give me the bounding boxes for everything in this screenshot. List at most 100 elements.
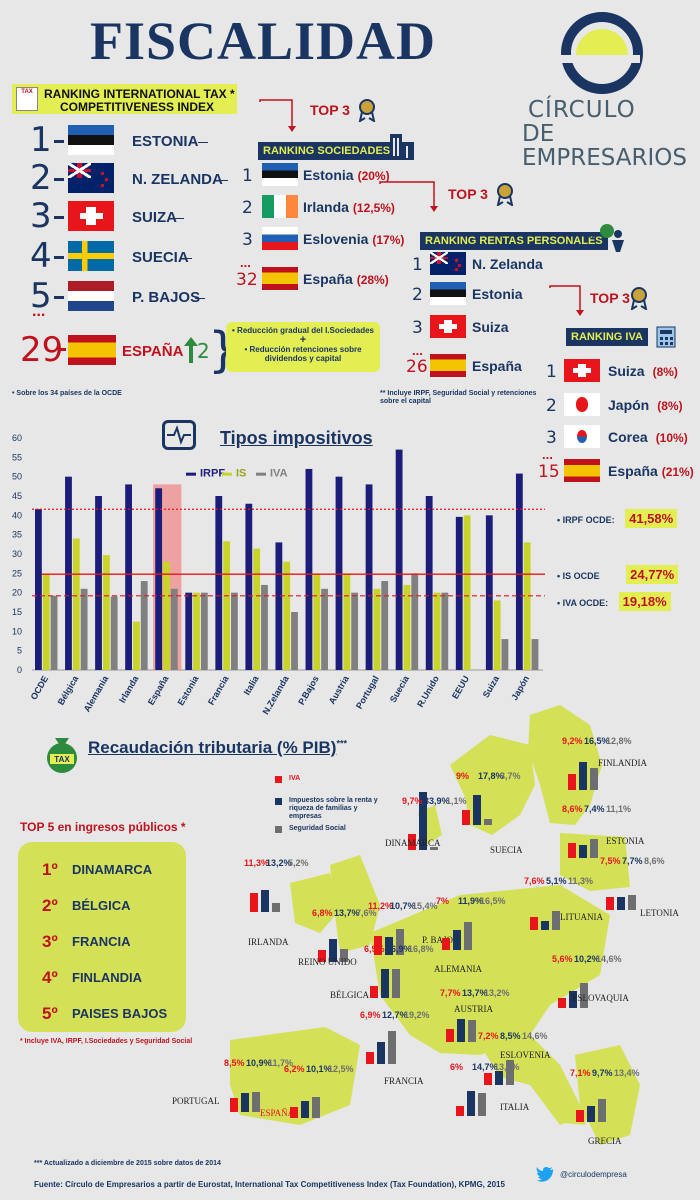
itci-country: ESTONIA (132, 133, 199, 150)
top5-title: TOP 5 en ingresos públicos * (20, 820, 186, 834)
reform-box: • Reducción gradual del I.Sociedades + •… (226, 322, 380, 372)
twitter-icon[interactable] (536, 1166, 554, 1182)
ocde-iva: • IVA OCDE: 19,18% (557, 592, 671, 611)
bar-iva-blgica (80, 588, 88, 670)
money-bag-icon: TAX (47, 738, 77, 773)
twitter-handle[interactable]: @circulodempresa (560, 1170, 627, 1179)
pulse-line-icon (167, 425, 191, 445)
iva-spain-name: España (608, 463, 658, 479)
bar-is-austria (343, 573, 351, 670)
rec-bar-iva (456, 1105, 464, 1116)
itci-country: N. ZELANDA (132, 171, 223, 188)
ocde-iva-label: • IVA OCDE: (557, 598, 609, 608)
rec-bar-renta (261, 889, 269, 912)
rec-value-ss: 12,5% (328, 1064, 354, 1074)
itci-dash (54, 140, 64, 143)
legend-swatch (275, 776, 282, 783)
rec-value-ss: 7,6% (356, 908, 377, 918)
top5-country: FINLANDIA (72, 970, 143, 985)
rec-value-ss: 3,7% (500, 771, 521, 781)
x-tick-label: España (146, 673, 171, 707)
rec-bar-renta (377, 1042, 385, 1064)
rec-bar-renta (385, 936, 393, 955)
rentas-footnote-2: sobre el capital (380, 398, 431, 405)
itci-spain-dash (58, 348, 66, 351)
bar-iva-francia (230, 592, 238, 670)
rec-bar-ss (312, 1096, 320, 1118)
rentas-rank: 3 (412, 318, 423, 338)
bar-irpf-italia (245, 503, 253, 670)
bar-iva-japn (531, 639, 539, 670)
arrow-connector-2 (379, 181, 438, 212)
rec-value-iva: 9% (456, 771, 470, 781)
logo-line1: CÍRCULO (528, 97, 636, 123)
rec-bar-ss (590, 839, 598, 858)
bar-irpf-espaa (155, 488, 163, 670)
rec-value-renta: 9,7% (592, 1068, 613, 1078)
rec-value-ss: 15,4% (412, 901, 438, 911)
rec-value-iva: 7,5% (600, 856, 621, 866)
rentas-country: Suiza (472, 319, 509, 335)
sociedades-header: RANKING SOCIEDADES (258, 142, 396, 160)
arrow-connector-3 (549, 285, 584, 316)
rec-value-iva: 8,6% (562, 804, 583, 814)
itci-rank: 3 (30, 196, 52, 236)
top5-pos: 1º (42, 860, 58, 879)
rec-value-ss: 14,6% (596, 954, 622, 964)
rec-bar-iva (576, 1109, 584, 1122)
sociedades-dots: ... (240, 255, 251, 270)
itci-dash (54, 216, 64, 219)
itci-line (218, 180, 228, 181)
map-country-name: PORTUGAL (172, 1096, 220, 1106)
bar-irpf-alemania (95, 496, 102, 670)
rec-value-ss: 19,2% (404, 1010, 430, 1020)
map-country-name: ITALIA (500, 1102, 530, 1112)
top5-pos: 3º (42, 932, 58, 951)
legend-swatch (186, 472, 196, 476)
iva-spain-pct: (21%) (661, 465, 694, 479)
bar-irpf-pbajos (305, 468, 313, 670)
itci-rank: 1 (30, 120, 52, 160)
sociedades-rank: 2 (242, 198, 253, 218)
korea-flag-icon (564, 425, 600, 448)
itci-header: TAX RANKING INTERNATIONAL TAX * COMPETIT… (12, 84, 237, 114)
rec-value-renta: 7,4% (584, 804, 605, 814)
map-country-name: ESLOVAQUIA (572, 993, 629, 1003)
rec-bar-iva (558, 998, 566, 1008)
ocde-is-value: 24,77% (626, 565, 679, 584)
x-tick-label: Bélgica (56, 673, 81, 707)
rec-value-ss: 16,5% (480, 896, 506, 906)
medal-icon (358, 99, 376, 122)
ocde-irpf: • IRPF OCDE: 41,58% (557, 509, 678, 528)
tipos-chart: 0 5 10 15 20 25 30 35 40 45 50 55 60 OCDE Bélgica Alema… (12, 433, 545, 716)
spain-flag-icon (262, 267, 298, 290)
bar-irpf-suecia (395, 449, 403, 670)
legend-label: IVA (289, 775, 301, 782)
rec-value-renta: 17,8% (478, 771, 504, 781)
rec-value-iva: 6,2% (284, 1064, 305, 1074)
rec-bar-ss (628, 895, 636, 910)
rec-value-renta: 33,9% (424, 796, 450, 806)
bar-iva-runido (441, 592, 449, 670)
rec-bar-renta (453, 929, 461, 950)
top5-country: FRANCIA (72, 934, 131, 949)
rec-value-ss: 12,8% (606, 736, 632, 746)
itci-footnote: • Sobre los 34 países de la OCDE (12, 390, 122, 397)
rec-bar-iva (290, 1107, 298, 1118)
sociedades-country: Estonia (20%) (303, 167, 390, 183)
bar-is-suiza (493, 600, 501, 670)
bar-irpf-eeuu (455, 516, 463, 670)
bar-is-alemania (102, 555, 110, 670)
x-tick-label: Suiza (481, 673, 502, 699)
top5-country: BÉLGICA (72, 898, 131, 913)
rec-bar-renta (569, 990, 577, 1008)
top5-country: PAISES BAJOS (72, 1006, 168, 1021)
rec-bar-iva (370, 986, 378, 998)
rec-value-iva: 7,2% (478, 1031, 499, 1041)
rec-value-iva: 6% (450, 1062, 464, 1072)
rec-value-renta: 16,9% (386, 944, 412, 954)
bar-irpf-irlanda (125, 484, 132, 670)
rec-bar-iva (318, 950, 326, 962)
rentas-spain-rank: 26 (406, 357, 428, 377)
circulo-logo-icon (560, 12, 643, 94)
